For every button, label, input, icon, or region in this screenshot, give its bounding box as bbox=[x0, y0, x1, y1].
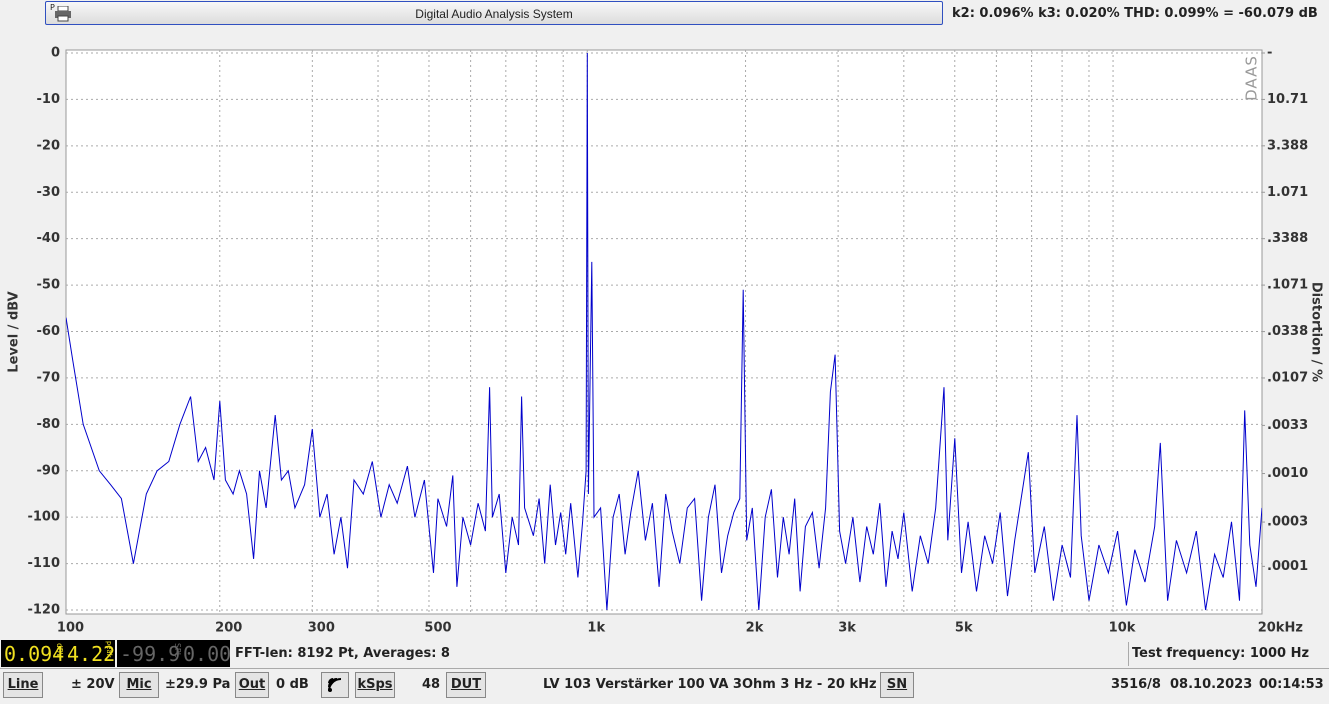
print-icon-label: P bbox=[50, 3, 55, 12]
x-tick-label: 300 bbox=[308, 621, 335, 636]
series bbox=[66, 52, 1262, 611]
dut-name: LV 103 Verstärker 100 VA 3Ohm 3 Hz - 20 … bbox=[543, 677, 877, 692]
separator bbox=[0, 668, 1329, 669]
spl-value: 0.00 bbox=[183, 642, 232, 666]
time: 00:14:53 bbox=[1259, 677, 1324, 692]
y-tick-label: -110 bbox=[27, 556, 60, 571]
watermark: DAAS bbox=[1243, 55, 1261, 101]
ksps-button[interactable]: kSps bbox=[355, 672, 395, 698]
out-level: 0 dB bbox=[276, 677, 309, 692]
counter: 3516/8 bbox=[1111, 677, 1161, 692]
y2-tick-label: - bbox=[1267, 46, 1272, 61]
x-tick-label: 3k bbox=[838, 621, 856, 636]
y-tick-label: -40 bbox=[37, 231, 61, 246]
print-icon[interactable] bbox=[55, 6, 73, 22]
y2-tick-label: 1.071 bbox=[1267, 185, 1308, 200]
peak-value: 4.22 bbox=[67, 642, 116, 666]
grid bbox=[66, 50, 1262, 614]
y-tick-label: -30 bbox=[37, 185, 61, 200]
y-tick-label: -50 bbox=[37, 278, 61, 293]
spectrum-line bbox=[66, 52, 1262, 611]
x-tick-label: 10k bbox=[1109, 621, 1136, 636]
y-tick-label: -120 bbox=[27, 603, 60, 618]
y2-tick-label: .0003 bbox=[1267, 515, 1308, 530]
test-frequency: Test frequency: 1000 Hz bbox=[1128, 642, 1326, 666]
title-button[interactable]: Digital Audio Analysis System bbox=[45, 1, 943, 25]
y2-tick-label: .3388 bbox=[1267, 231, 1308, 246]
fft-info: FFT-len: 8192 Pt, Averages: 8 bbox=[235, 646, 450, 661]
y-axis-label: Level / dBV bbox=[7, 291, 22, 372]
y2-tick-label: .0107 bbox=[1267, 370, 1308, 385]
dut-button[interactable]: DUT bbox=[446, 672, 486, 698]
sn-button[interactable]: SN bbox=[880, 672, 914, 698]
y-tick-label: -90 bbox=[37, 463, 61, 478]
x-tick-label: 500 bbox=[424, 621, 451, 636]
line-range: ± 20V bbox=[71, 677, 115, 692]
y-tick-label: 0 bbox=[51, 46, 60, 61]
level-value: 0.094 bbox=[4, 642, 65, 666]
distortion-results: k2: 0.096% k3: 0.020% THD: 0.099% = -60.… bbox=[952, 6, 1318, 21]
line-button[interactable]: Line bbox=[3, 672, 43, 698]
x-tick-label: 1k bbox=[587, 621, 605, 636]
y2-tick-label: .0001 bbox=[1267, 559, 1308, 574]
chart: DAAS Level / dBV Distortion / % 0 -10 -20 -… bbox=[6, 45, 1324, 636]
spl-unit: SPL bbox=[173, 643, 182, 658]
y-tick-label: -20 bbox=[37, 138, 61, 153]
y2-axis-label: Distortion / % bbox=[1309, 282, 1324, 382]
y-tick-label: -70 bbox=[37, 370, 61, 385]
y2-tick-label: .1071 bbox=[1267, 278, 1308, 293]
ksps-value: 48 bbox=[422, 677, 441, 692]
level-unit: dBV bbox=[55, 643, 64, 658]
mic-range: ±29.9 Pa bbox=[165, 677, 231, 692]
y-tick-label: -10 bbox=[37, 92, 61, 107]
level-meter: 0.094 dBV 4.22 peak bbox=[1, 640, 115, 667]
mic-button[interactable]: Mic bbox=[119, 672, 159, 698]
y2-tick-label: 3.388 bbox=[1267, 138, 1308, 153]
date: 08.10.2023 bbox=[1170, 677, 1253, 692]
x-tick-label: 20kHz bbox=[1258, 621, 1303, 636]
x-tick-label: 2k bbox=[746, 621, 764, 636]
peak-unit: peak bbox=[105, 641, 113, 658]
y-tick-label: -60 bbox=[37, 324, 61, 339]
spl-meter: -99.9 SPL 0.00 bbox=[117, 640, 232, 667]
x-tick-label: 200 bbox=[215, 621, 242, 636]
out-button[interactable]: Out bbox=[235, 672, 269, 698]
spl-level: -99.9 bbox=[120, 642, 181, 666]
y-tick-label: -100 bbox=[27, 510, 60, 525]
x-tick-label: 100 bbox=[57, 621, 84, 636]
y2-tick-label: .0338 bbox=[1267, 324, 1308, 339]
x-tick-label: 5k bbox=[955, 621, 973, 636]
y2-tick-label: .0033 bbox=[1267, 418, 1308, 433]
y2-tick-label: 10.71 bbox=[1267, 92, 1308, 107]
y-tick-label: -80 bbox=[37, 417, 61, 432]
y2-tick-label: .0010 bbox=[1267, 466, 1308, 481]
signal-button[interactable] bbox=[321, 672, 349, 698]
